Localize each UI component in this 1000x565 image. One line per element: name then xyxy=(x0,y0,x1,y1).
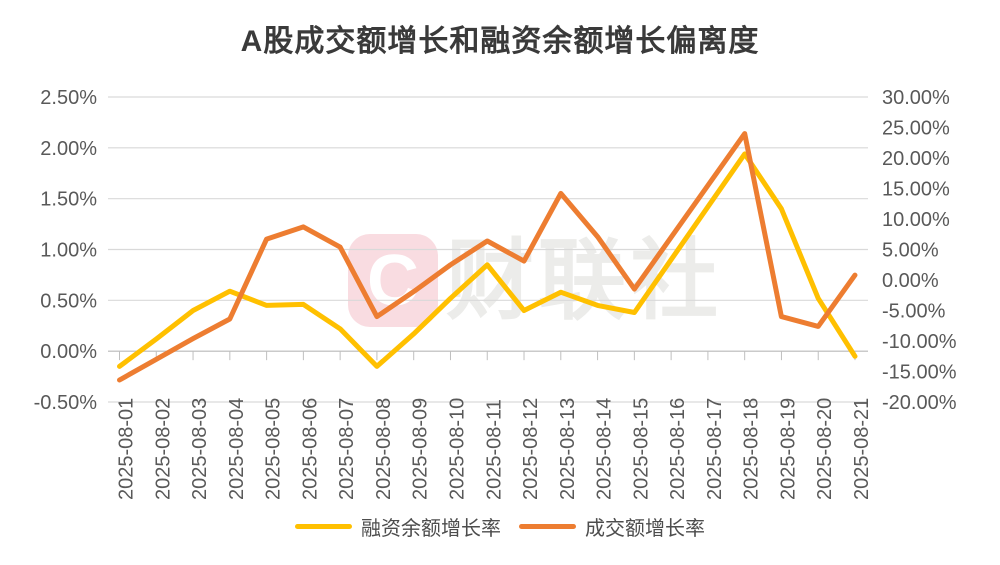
chart-title: A股成交额增长和融资余额增长偏离度 xyxy=(240,25,760,58)
y-axis-left-label: 2.00% xyxy=(40,138,97,160)
x-axis-label: 2025-08-17 xyxy=(704,398,726,500)
legend-swatch-icon xyxy=(295,523,352,529)
x-axis-label: 2025-08-06 xyxy=(299,398,321,500)
y-axis-left-label: 1.00% xyxy=(40,240,97,262)
y-axis-right-label: 5.00% xyxy=(882,240,939,262)
y-axis-right-label: 25.00% xyxy=(882,118,950,140)
x-axis-label: 2025-08-20 xyxy=(814,398,836,500)
y-axis-left-label: 0.00% xyxy=(40,341,97,363)
x-axis-label: 2025-08-03 xyxy=(189,398,211,500)
x-axis-label: 2025-08-16 xyxy=(667,398,689,500)
y-axis-left-label: 2.50% xyxy=(40,87,97,109)
legend-item: 成交额增长率 xyxy=(519,512,705,541)
x-axis-label: 2025-08-09 xyxy=(410,398,432,500)
y-axis-right-label: 30.00% xyxy=(882,87,950,109)
series-line-margin-balance-growth xyxy=(117,151,858,369)
legend-label: 成交额增长率 xyxy=(585,517,705,540)
x-axis-label: 2025-08-12 xyxy=(520,398,542,500)
y-axis-left-label: 1.50% xyxy=(40,189,97,211)
y-axis-right-label: -10.00% xyxy=(882,331,957,353)
y-axis-right-label: 15.00% xyxy=(882,179,950,201)
x-axis-label: 2025-08-08 xyxy=(373,398,395,500)
legend-label: 融资余额增长率 xyxy=(361,517,501,540)
x-axis-label: 2025-08-19 xyxy=(777,398,799,500)
y-axis-right-label: -5.00% xyxy=(882,301,946,323)
y-axis-right-label: -20.00% xyxy=(882,392,957,414)
legend-item: 融资余额增长率 xyxy=(295,512,501,541)
x-axis-label: 2025-08-10 xyxy=(446,398,468,500)
legend-swatch-icon xyxy=(519,523,576,529)
y-axis-right-label: 0.00% xyxy=(882,270,939,292)
x-axis-label: 2025-08-02 xyxy=(152,398,174,500)
y-axis-right-label: -15.00% xyxy=(882,362,957,384)
x-axis-label: 2025-08-05 xyxy=(263,398,285,500)
chart-legend: 融资余额增长率 成交额增长率 xyxy=(0,511,1000,541)
y-axis-left-label: -0.50% xyxy=(34,392,98,414)
x-axis-label: 2025-08-21 xyxy=(851,398,873,500)
x-axis-label: 2025-08-18 xyxy=(741,398,763,500)
x-axis-label: 2025-08-13 xyxy=(557,398,579,500)
x-axis-label: 2025-08-04 xyxy=(226,398,248,500)
y-axis-left-label: 0.50% xyxy=(40,290,97,312)
y-axis-right-label: 20.00% xyxy=(882,148,950,170)
x-axis-label: 2025-08-01 xyxy=(116,398,138,500)
series-line-turnover-growth xyxy=(117,131,858,383)
x-axis-label: 2025-08-14 xyxy=(594,398,616,500)
y-axis-right-label: 10.00% xyxy=(882,209,950,231)
x-axis-label: 2025-08-15 xyxy=(630,398,652,500)
x-axis-label: 2025-08-11 xyxy=(483,399,505,500)
x-axis-label: 2025-08-07 xyxy=(336,398,358,500)
